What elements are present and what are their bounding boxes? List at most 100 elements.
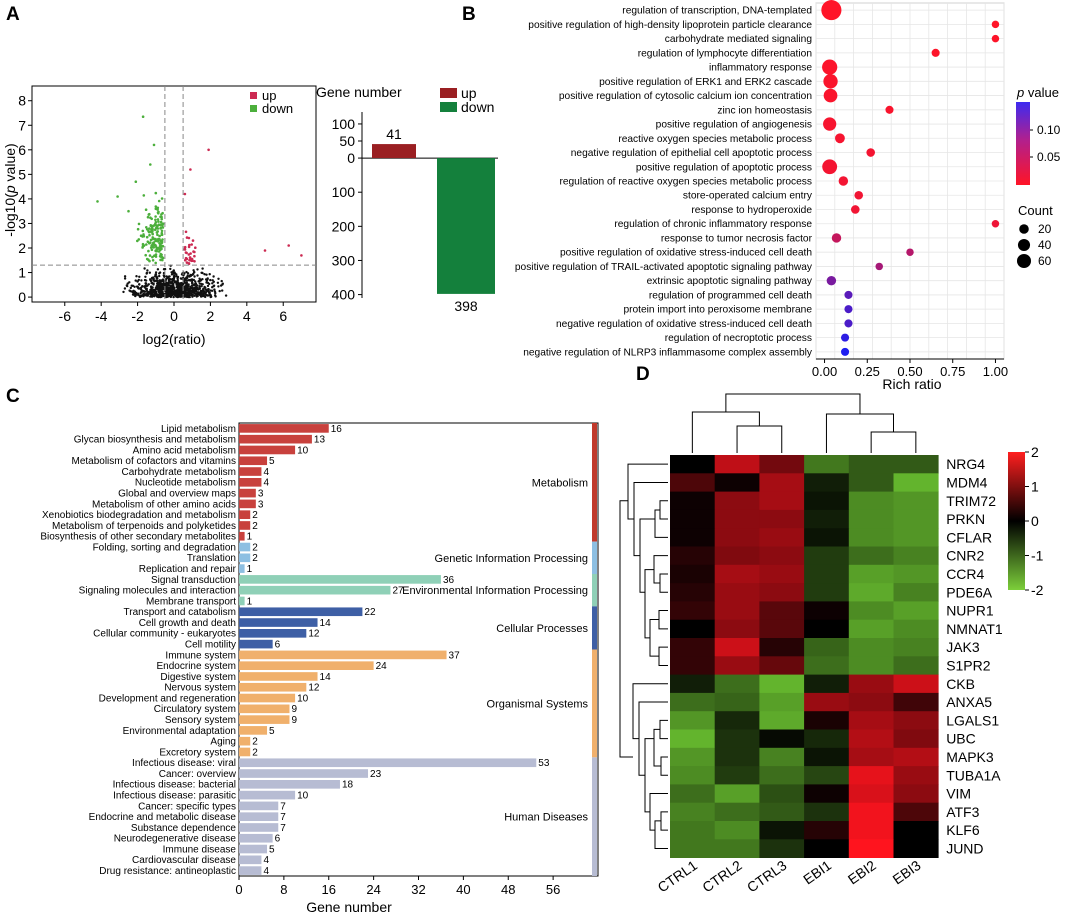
volcano-point-down bbox=[157, 237, 160, 241]
dotplot-xtick-label-1: 0.25 bbox=[855, 364, 880, 379]
volcano-point-ns bbox=[151, 290, 154, 294]
kegg-bar-value: 2 bbox=[252, 747, 258, 758]
kegg-category-label: Substance dependence bbox=[131, 823, 237, 834]
panel-label-c: C bbox=[6, 386, 20, 407]
volcano-point-down bbox=[154, 239, 157, 243]
column-dendrogram-branch bbox=[725, 393, 861, 414]
kegg-category-label: Biosynthesis of other secondary metaboli… bbox=[40, 532, 236, 543]
volcano-point-ns bbox=[175, 275, 178, 278]
heatmap-cell bbox=[670, 711, 716, 730]
volcano-point-down bbox=[160, 229, 164, 233]
volcano-point-ns bbox=[165, 292, 168, 295]
kegg-category-label: Cell motility bbox=[185, 640, 236, 651]
dotplot-term-label: positive regulation of apoptotic process bbox=[636, 162, 812, 173]
volcano-point-down bbox=[145, 243, 148, 246]
heatmap-cell bbox=[670, 509, 716, 529]
volcano-point-ns bbox=[154, 292, 157, 296]
kegg-category-label: Glycan biosynthesis and metabolism bbox=[74, 435, 236, 446]
kegg-bar bbox=[239, 467, 262, 476]
volcano-point-ns bbox=[140, 290, 144, 293]
volcano-point-ns bbox=[178, 292, 182, 295]
volcano-point-ns bbox=[196, 291, 199, 294]
heatmap-cell bbox=[670, 473, 716, 492]
heatmap-cell bbox=[759, 656, 805, 675]
heatmap-cell bbox=[893, 601, 939, 621]
column-dendrogram-branch bbox=[825, 413, 894, 453]
volcano-point-down bbox=[160, 244, 163, 248]
heatmap-row-label: NUPR1 bbox=[946, 603, 994, 619]
volcano-point-ns bbox=[212, 275, 215, 278]
heatmap-column-label: EBI1 bbox=[800, 857, 834, 888]
gene-number-legend-swatch-up bbox=[440, 88, 457, 98]
gene-number-title: Gene number bbox=[316, 84, 402, 100]
heatmap-column-label: EBI2 bbox=[845, 857, 879, 888]
heatmap-cell bbox=[848, 491, 894, 511]
heatmap-cell bbox=[848, 747, 894, 767]
heatmap-cell bbox=[714, 802, 760, 822]
volcano-point-ns bbox=[169, 281, 172, 284]
volcano-point-down bbox=[148, 233, 151, 237]
heatmap-cell bbox=[670, 839, 716, 858]
gene-number-legend-label-down: down bbox=[461, 99, 494, 115]
dotplot-xtick-label-2: 0.50 bbox=[897, 364, 922, 379]
volcano-point-down bbox=[156, 206, 160, 210]
kegg-category-label: Endocrine system bbox=[157, 661, 236, 672]
volcano-point-ns bbox=[188, 295, 191, 299]
volcano-point-ns bbox=[170, 294, 173, 297]
heatmap-cell bbox=[848, 821, 894, 840]
heatmap-cell bbox=[848, 729, 894, 749]
volcano-point-down bbox=[159, 220, 163, 224]
volcano-point-ns bbox=[199, 279, 202, 282]
kegg-bar bbox=[239, 650, 447, 660]
kegg-bar-value: 2 bbox=[252, 553, 258, 564]
volcano-axes: -6 -4 -2 0 2 4 6 0 1 2 3 4 5 6 7 8 bbox=[18, 85, 317, 324]
heatmap-cell bbox=[804, 564, 850, 584]
pvalue-colorbar-label-1: 0.05 bbox=[1037, 150, 1061, 164]
dotplot-dot bbox=[991, 34, 1000, 43]
volcano-point-down bbox=[148, 227, 151, 230]
volcano-point-ns bbox=[149, 285, 153, 288]
volcano-point-ns bbox=[198, 292, 201, 295]
panel-label-a: A bbox=[6, 4, 20, 25]
volcano-point-ns bbox=[153, 275, 157, 278]
volcano-point-down bbox=[157, 220, 160, 223]
volcano-point-ns bbox=[160, 287, 163, 291]
dotplot-term-label: response to hydroperoxide bbox=[691, 205, 812, 216]
heatmap-cell bbox=[714, 674, 760, 694]
volcano-point-ns bbox=[150, 281, 153, 285]
heatmap-cell bbox=[893, 766, 939, 785]
heatmap-cell bbox=[670, 747, 716, 767]
heatmap-cell bbox=[848, 509, 894, 529]
kegg-bar bbox=[239, 844, 268, 854]
volcano-ytick-label-8: 8 bbox=[18, 93, 26, 109]
volcano-point-ns bbox=[187, 283, 190, 287]
dotplot-term-label: positive regulation of TRAIL-activated a… bbox=[515, 262, 813, 273]
volcano-ytick-label-4: 4 bbox=[18, 191, 26, 207]
count-legend-dot-20 bbox=[1019, 224, 1029, 234]
heatmap-row-label: MAPK3 bbox=[946, 749, 994, 765]
volcano-point-ns bbox=[144, 275, 147, 278]
volcano-point-down bbox=[160, 197, 164, 200]
volcano-point-ns bbox=[221, 283, 224, 286]
kegg-bar-value: 1 bbox=[247, 596, 253, 607]
dotplot-dot bbox=[866, 148, 875, 157]
heatmap-cell bbox=[714, 564, 760, 584]
heatmap-cell bbox=[804, 729, 850, 749]
dotplot-xtick-label-3: 0.75 bbox=[940, 364, 965, 379]
heatmap-row-label: TRIM72 bbox=[946, 493, 996, 509]
volcano-point-ns bbox=[190, 281, 194, 285]
heatmap: NRG4 MDM4 TRIM72 PRKN CFLAR CNR2 CCR4 PDE6A NUPR… bbox=[619, 393, 1044, 896]
kegg-bar bbox=[239, 553, 251, 563]
heatmap-cell bbox=[893, 784, 939, 804]
volcano-point-ns bbox=[158, 274, 161, 278]
volcano-point-ns bbox=[218, 289, 221, 293]
heatmap-cell bbox=[759, 839, 805, 858]
kegg-bar-value: 2 bbox=[252, 737, 258, 748]
heatmap-cell bbox=[893, 638, 939, 657]
heatmap-row-label: TUBA1A bbox=[946, 767, 1001, 783]
volcano-point-down bbox=[137, 222, 141, 226]
volcano-point-ns bbox=[180, 277, 184, 280]
volcano-point-ns bbox=[164, 284, 168, 287]
volcano-point-ns bbox=[203, 273, 206, 276]
